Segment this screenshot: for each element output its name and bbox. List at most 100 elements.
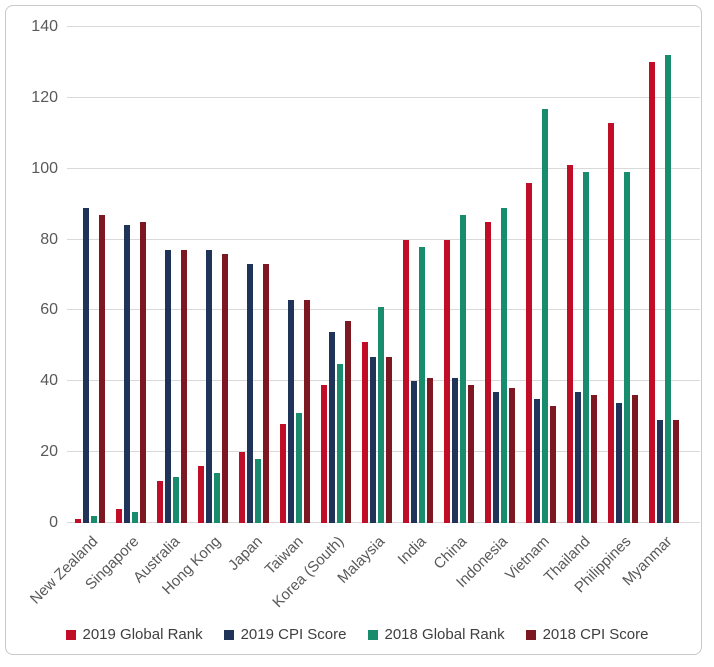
legend-label: 2018 CPI Score bbox=[542, 626, 649, 643]
legend-label: 2019 CPI Score bbox=[240, 626, 347, 643]
bar bbox=[623, 172, 630, 523]
y-tick-label: 140 bbox=[31, 18, 58, 35]
bar-group bbox=[438, 27, 479, 523]
plot-area bbox=[69, 27, 684, 523]
legend-item: 2018 CPI Score bbox=[525, 626, 649, 643]
legend-swatch-icon bbox=[367, 629, 378, 640]
bar-group bbox=[602, 27, 643, 523]
bar bbox=[426, 377, 433, 523]
bar bbox=[295, 413, 302, 523]
bar bbox=[336, 363, 343, 523]
y-tick-label: 60 bbox=[40, 301, 58, 319]
bar-group bbox=[356, 27, 397, 523]
legend-swatch-icon bbox=[65, 629, 76, 640]
bar bbox=[139, 221, 146, 523]
bar bbox=[279, 423, 286, 523]
bar bbox=[443, 239, 450, 523]
bar-group bbox=[520, 27, 561, 523]
bar bbox=[590, 395, 597, 523]
bar bbox=[131, 512, 138, 523]
legend-item: 2019 CPI Score bbox=[223, 626, 347, 643]
bar bbox=[213, 473, 220, 523]
bar bbox=[541, 108, 548, 523]
gridline bbox=[67, 309, 700, 311]
bar bbox=[115, 508, 122, 523]
bar bbox=[98, 214, 105, 523]
bar bbox=[197, 466, 204, 523]
bar bbox=[508, 388, 515, 523]
gridline bbox=[67, 451, 700, 453]
y-tick-label: 0 bbox=[49, 514, 58, 531]
grid-layer bbox=[67, 26, 700, 523]
legend-label: 2018 Global Rank bbox=[384, 626, 505, 643]
gridline bbox=[67, 167, 700, 169]
bar bbox=[82, 207, 89, 523]
gridline bbox=[67, 522, 700, 523]
bar bbox=[320, 384, 327, 523]
bar bbox=[656, 420, 663, 523]
gridline bbox=[67, 380, 700, 382]
y-tick-label: 120 bbox=[31, 88, 58, 106]
bar-group bbox=[315, 27, 356, 523]
y-tick-label: 40 bbox=[40, 372, 58, 390]
x-axis-label-text: India bbox=[394, 533, 430, 569]
legend-swatch-icon bbox=[223, 629, 234, 640]
bar bbox=[615, 402, 622, 523]
bar bbox=[246, 264, 253, 523]
bar-group bbox=[151, 27, 192, 523]
bar bbox=[221, 253, 228, 523]
legend: 2019 Global Rank 2019 CPI Score 2018 Globa… bbox=[27, 626, 687, 643]
bar bbox=[607, 122, 614, 523]
bar bbox=[74, 519, 81, 523]
legend-item: 2019 Global Rank bbox=[65, 626, 203, 643]
bar bbox=[156, 480, 163, 523]
x-axis-label-text: New Zealand bbox=[26, 533, 102, 608]
bar-group bbox=[233, 27, 274, 523]
bar-group bbox=[192, 27, 233, 523]
bar bbox=[402, 239, 409, 523]
bar bbox=[123, 225, 130, 523]
gridline bbox=[67, 238, 700, 240]
bar bbox=[631, 395, 638, 523]
y-tick-label: 100 bbox=[31, 159, 58, 177]
bar bbox=[262, 264, 269, 523]
bar bbox=[172, 476, 179, 523]
legend-item: 2018 Global Rank bbox=[367, 626, 505, 643]
bar bbox=[361, 342, 368, 523]
bar-group bbox=[69, 27, 110, 523]
bar-group bbox=[110, 27, 151, 523]
bar bbox=[369, 356, 376, 523]
bar bbox=[500, 207, 507, 523]
bar bbox=[672, 420, 679, 523]
bar bbox=[344, 321, 351, 523]
bar-group bbox=[643, 27, 684, 523]
bar bbox=[303, 299, 310, 523]
bar bbox=[566, 165, 573, 523]
bar bbox=[418, 246, 425, 523]
bar bbox=[648, 62, 655, 523]
bar bbox=[205, 250, 212, 523]
gridline bbox=[67, 26, 700, 27]
bar bbox=[484, 221, 491, 523]
bar bbox=[664, 55, 671, 523]
bar bbox=[582, 172, 589, 523]
bar bbox=[287, 299, 294, 523]
bar-group bbox=[561, 27, 602, 523]
bar bbox=[467, 384, 474, 523]
legend-label: 2019 Global Rank bbox=[82, 626, 203, 643]
bar bbox=[328, 331, 335, 523]
bar-group bbox=[479, 27, 520, 523]
bar bbox=[451, 377, 458, 523]
gridline bbox=[67, 96, 700, 98]
bar bbox=[549, 406, 556, 523]
bar bbox=[410, 381, 417, 523]
legend-swatch-icon bbox=[525, 629, 536, 640]
bar bbox=[385, 356, 392, 523]
bar bbox=[90, 515, 97, 523]
bar bbox=[459, 214, 466, 523]
y-tick-label: 20 bbox=[40, 443, 58, 461]
bar-group bbox=[397, 27, 438, 523]
bar bbox=[377, 306, 384, 523]
bar bbox=[254, 459, 261, 523]
